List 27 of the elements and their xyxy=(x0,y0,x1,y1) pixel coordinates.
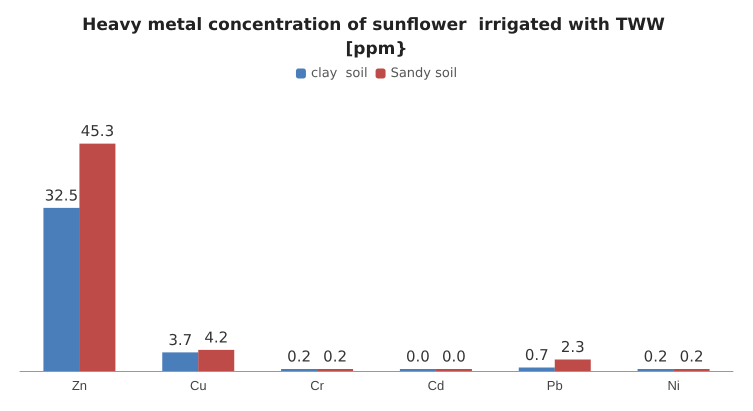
data-label: 2.3 xyxy=(560,338,585,356)
data-label: 32.5 xyxy=(44,186,78,204)
chart-title: Heavy metal concentration of sunflower irrigated with TWW [ppm} xyxy=(82,15,671,59)
data-label: 0.2 xyxy=(287,348,312,366)
bar xyxy=(198,350,234,371)
data-label: 0.2 xyxy=(644,348,668,366)
x-tick-label: Pb xyxy=(546,378,563,393)
data-label: 0.2 xyxy=(323,348,348,366)
legend-label: Sandy soil xyxy=(390,66,458,81)
bar xyxy=(554,359,591,371)
bar xyxy=(518,367,555,371)
data-label: 0.7 xyxy=(524,346,549,364)
x-tick-label: Cr xyxy=(310,378,325,393)
data-label: 0.2 xyxy=(680,348,704,366)
bar xyxy=(43,208,80,371)
x-tick-label: Cd xyxy=(428,378,444,393)
data-label: 0.0 xyxy=(406,348,430,366)
legend-label: clay soil xyxy=(310,66,368,81)
data-label: 0.0 xyxy=(442,348,466,366)
x-tick-label: Ni xyxy=(667,378,680,393)
bar xyxy=(162,352,198,371)
data-label: 45.3 xyxy=(80,122,114,140)
x-tick-label: Cu xyxy=(190,378,207,393)
x-tick-label: Zn xyxy=(72,378,88,393)
data-label: 4.2 xyxy=(204,328,228,346)
data-label: 3.7 xyxy=(168,330,192,349)
bar xyxy=(79,144,116,371)
